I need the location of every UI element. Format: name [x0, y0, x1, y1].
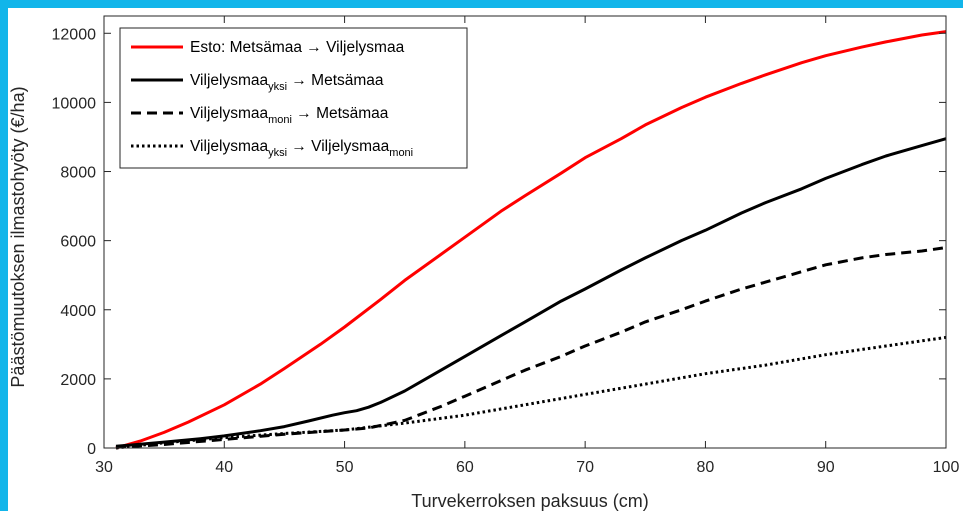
x-axis-label: Turvekerroksen paksuus (cm)	[411, 491, 648, 511]
legend-label-s3: Viljelysmaamoni → Metsämaa	[190, 105, 389, 126]
x-tick-label: 100	[933, 459, 960, 476]
x-tick-label: 60	[456, 459, 474, 476]
axes-box	[103, 15, 947, 449]
x-tick-label: 40	[215, 459, 233, 476]
y-tick-label: 6000	[60, 234, 96, 251]
y-axis-label: Päästömuutoksen ilmastohyöty (€/ha)	[8, 86, 28, 387]
legend-label-s1: Esto: Metsämaa → Viljelysmaa	[190, 39, 405, 56]
legend-label-s4: Viljelysmaayksi → Viljelysmaamoni	[190, 138, 413, 159]
x-tick-label: 80	[697, 459, 715, 476]
series-line-s2	[115, 137, 947, 448]
legend: Esto: Metsämaa → Viljelysmaa Viljelysmaay…	[119, 27, 468, 169]
y-tick-label: 12000	[52, 26, 97, 43]
legend-label-s2: Viljelysmaayksi → Metsämaa	[190, 72, 384, 93]
series-line-s1	[115, 30, 947, 450]
legend-box	[119, 27, 468, 169]
y-tick-label: 2000	[60, 372, 96, 389]
y-tick-label: 8000	[60, 165, 96, 182]
x-tick-label: 30	[95, 459, 113, 476]
series-line-s3	[115, 246, 947, 449]
y-tick-label: 10000	[52, 95, 97, 112]
line-chart: 30 40 50 60 70 80 90 100 0 2000 4000 6000 8000 10000 1…	[8, 15, 960, 511]
x-tick-label: 50	[336, 459, 354, 476]
x-tick-label: 70	[576, 459, 594, 476]
chart-canvas: 30 40 50 60 70 80 90 100 0 2000 4000 6000 8000 10000 1…	[8, 8, 963, 511]
y-tick-label: 0	[87, 441, 96, 458]
x-tick-label: 90	[817, 459, 835, 476]
series-line-s4	[115, 335, 947, 450]
y-tick-label: 4000	[60, 303, 96, 320]
